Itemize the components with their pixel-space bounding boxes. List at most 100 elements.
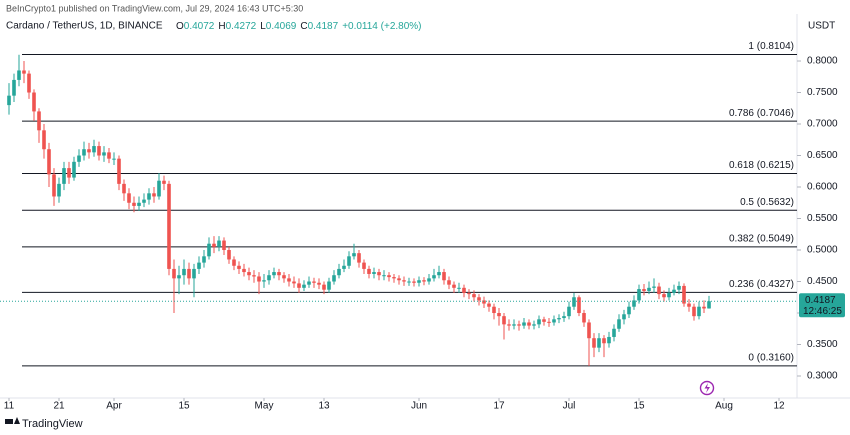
candle-body [132, 202, 136, 206]
candle-body [347, 256, 351, 266]
candle-body [192, 268, 196, 279]
candle-body [92, 146, 96, 153]
fib-label: 0 (0.3160) [748, 353, 794, 364]
candle-body [352, 253, 356, 257]
candle-body [32, 92, 36, 112]
candle-body [157, 180, 161, 197]
candle-body [657, 286, 661, 295]
candle-body [417, 280, 421, 283]
candle-body [577, 297, 581, 314]
candle-body [517, 324, 521, 326]
candle-body [447, 280, 451, 285]
candle-body [437, 272, 441, 276]
candle-body [62, 168, 66, 184]
ohlc-key: O [176, 21, 184, 32]
ohlc-key: H [218, 21, 225, 32]
candle-body [167, 183, 171, 269]
fib-label: 0.618 (0.6215) [729, 160, 794, 171]
candle-body [432, 275, 436, 279]
countdown: 12:46:25 [803, 306, 842, 317]
x-tick-label: 12 [773, 401, 785, 412]
candle-body [612, 328, 616, 337]
candle-body [272, 272, 276, 276]
fib-label: 0.786 (0.7046) [729, 108, 794, 119]
candle-body [252, 275, 256, 277]
candle-body [112, 158, 116, 160]
x-tick-label: Apr [106, 401, 122, 412]
candle-body [397, 278, 401, 281]
candle-body [222, 240, 226, 251]
brand-logo [5, 417, 20, 424]
candle-body [137, 202, 141, 206]
candle-body [682, 285, 686, 304]
candle-body [442, 272, 446, 281]
candle-body [587, 322, 591, 339]
candle-body [227, 250, 231, 260]
y-tick-label: 0.6000 [807, 182, 838, 193]
candle-body [162, 180, 166, 184]
candle-body [327, 281, 331, 290]
candle-body [647, 287, 651, 291]
candle-body [182, 268, 186, 276]
candle-body [97, 146, 101, 156]
y-tick-label: 0.6500 [807, 150, 838, 161]
y-tick-label: 0.5500 [807, 213, 838, 224]
candle-body [22, 70, 26, 74]
candle-body [172, 268, 176, 279]
candle-body [67, 168, 71, 178]
x-tick-label: 17 [493, 401, 505, 412]
candle-body [702, 306, 706, 309]
candle-body [37, 111, 41, 131]
candle-body [527, 322, 531, 326]
candle-body [7, 95, 11, 106]
y-tick-label: 0.3500 [807, 339, 838, 350]
fib-label: 0.382 (0.5049) [729, 234, 794, 245]
candle-body [287, 278, 291, 282]
ohlc-key: L [260, 21, 266, 32]
candle-body [277, 272, 281, 276]
candle-body [692, 306, 696, 317]
candle-body [502, 316, 506, 325]
candle-body [407, 281, 411, 283]
ohlc-key: C [300, 21, 307, 32]
candle-body [632, 300, 636, 307]
candle-body [72, 161, 76, 178]
candle-body [637, 289, 641, 301]
candle-body [197, 262, 201, 269]
candle-body [457, 287, 461, 289]
candle-body [467, 292, 471, 295]
candle-body [57, 183, 61, 197]
symbol: Cardano / TetherUS, 1D, BINANCE [6, 21, 163, 32]
candle-body [497, 313, 501, 317]
y-tick-label: 0.3000 [807, 371, 838, 382]
candle-body [187, 268, 191, 279]
candle-body [12, 79, 16, 96]
candle-body [487, 303, 491, 307]
candle-body [212, 243, 216, 247]
x-tick-label: 11 [4, 401, 15, 412]
x-tick-label: May [255, 401, 274, 412]
candle-body [642, 289, 646, 291]
candle-body [582, 313, 586, 323]
x-tick-label: Jul [563, 401, 576, 412]
candle-body [567, 306, 571, 317]
candle-body [332, 275, 336, 282]
candle-body [572, 297, 576, 307]
candle-body [542, 319, 546, 322]
brand: TradingView [22, 418, 83, 430]
candle-body [472, 294, 476, 298]
published: BeInCrypto1 published on TradingView.com… [6, 3, 303, 13]
candle-body [17, 70, 21, 80]
fib-label: 0.5 (0.5632) [740, 197, 794, 208]
candle-body [217, 240, 221, 247]
x-tick-label: 21 [53, 401, 65, 412]
candle-body [82, 149, 86, 156]
ohlc-value: 0.4272 [226, 21, 257, 32]
candle-body [412, 281, 416, 283]
candle-body [552, 319, 556, 323]
candle-body [392, 277, 396, 279]
candle-body [427, 278, 431, 282]
alert-icon[interactable] [699, 380, 715, 396]
candle-body [152, 193, 156, 197]
y-tick-label: 0.5000 [807, 245, 838, 256]
